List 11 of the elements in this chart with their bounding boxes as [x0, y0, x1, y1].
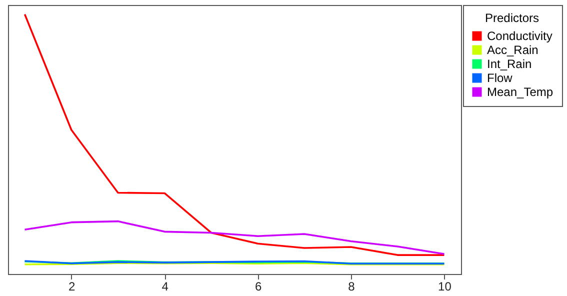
legend-label: Mean_Temp	[487, 85, 554, 99]
x-tick-label: 6	[254, 280, 262, 294]
x-tick-label: 10	[438, 280, 452, 294]
legend-title: Predictors	[484, 11, 540, 25]
legend-label: Flow	[487, 71, 513, 85]
x-tick-label: 4	[162, 280, 169, 294]
x-tick-label: 2	[68, 280, 76, 294]
x-tick-label: 8	[348, 280, 356, 294]
legend-label: Acc_Rain	[487, 43, 538, 57]
legend-label: Int_Rain	[487, 57, 532, 71]
legend-label: Conductivity	[487, 29, 552, 43]
